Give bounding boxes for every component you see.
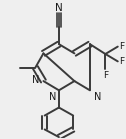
Text: F: F (119, 57, 124, 66)
Text: N: N (94, 92, 101, 101)
Text: F: F (103, 71, 108, 80)
Text: N: N (32, 75, 40, 85)
Text: N: N (49, 92, 56, 101)
Text: N: N (55, 3, 63, 13)
Text: F: F (119, 42, 124, 51)
